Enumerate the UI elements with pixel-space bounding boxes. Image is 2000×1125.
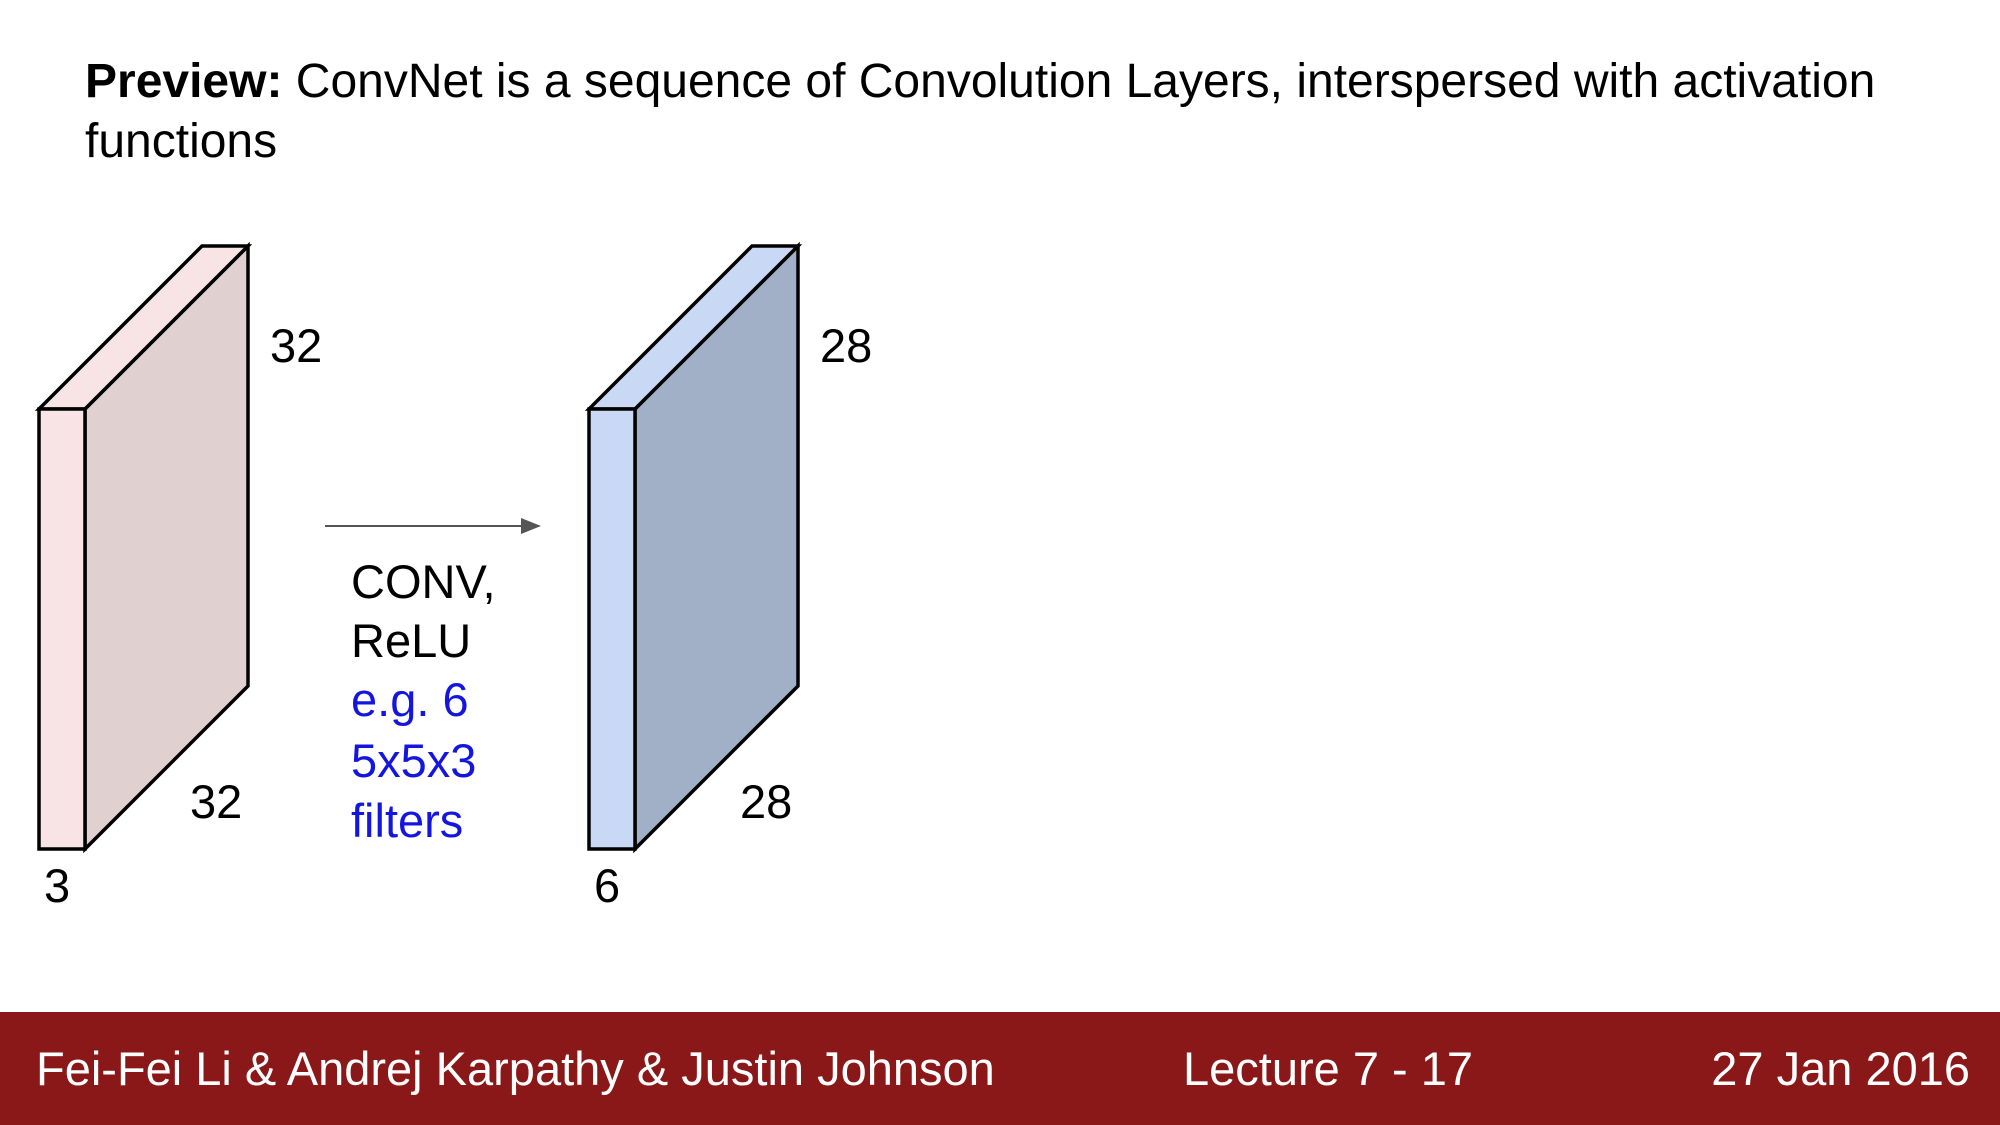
- footer-authors: Fei-Fei Li & Andrej Karpathy & Justin Jo…: [36, 1042, 995, 1095]
- input-depth-label: 3: [44, 859, 70, 912]
- footer-lecture-number: Lecture 7 - 17: [1183, 1042, 1474, 1095]
- input-volume: [34, 241, 253, 854]
- footer-bar: Fei-Fei Li & Andrej Karpathy & Justin Jo…: [0, 1012, 2000, 1125]
- op-label-relu: ReLU: [351, 614, 471, 667]
- output-volume: [584, 241, 803, 854]
- op-label-conv: CONV,: [351, 555, 496, 608]
- op-example-filters: filters: [351, 794, 463, 847]
- output-depth-label: 6: [594, 859, 620, 912]
- title-bold-prefix: Preview:: [85, 55, 283, 108]
- input-volume-front-face: [37, 407, 87, 851]
- output-volume-front-face: [587, 407, 637, 851]
- footer-date: 27 Jan 2016: [1711, 1042, 1970, 1095]
- title-text: ConvNet is a sequence of Convolution Lay…: [85, 55, 1876, 168]
- input-width-label: 32: [190, 775, 242, 828]
- op-example-size: 5x5x3: [351, 734, 476, 787]
- slide-title: Preview: ConvNet is a sequence of Convol…: [85, 52, 1885, 172]
- output-height-label: 28: [820, 319, 872, 372]
- output-width-label: 28: [740, 775, 792, 828]
- input-height-label: 32: [270, 319, 322, 372]
- op-example-count: e.g. 6: [351, 673, 469, 726]
